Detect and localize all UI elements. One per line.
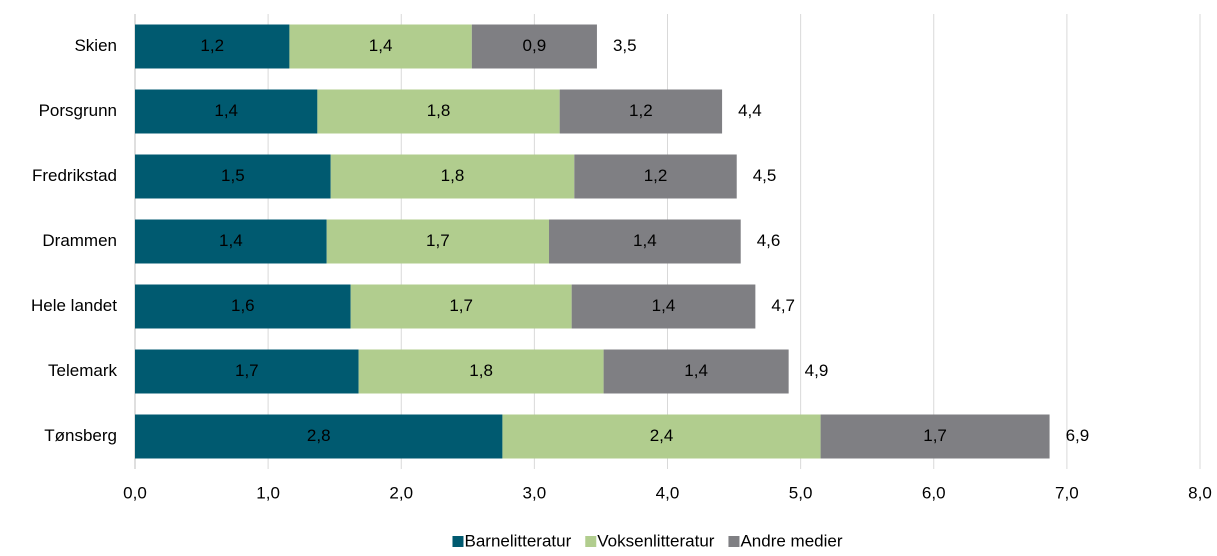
value-label: 1,8: [427, 101, 451, 120]
value-label: 1,4: [633, 231, 657, 250]
legend-label: Barnelitteratur: [464, 531, 571, 550]
value-label: 1,2: [200, 36, 224, 55]
value-label: 2,4: [650, 426, 674, 445]
bar-segment: [135, 154, 331, 199]
total-label: 4,5: [753, 166, 777, 185]
x-tick-label: 7,0: [1055, 483, 1079, 502]
x-tick-label: 5,0: [789, 483, 813, 502]
total-label: 3,5: [613, 36, 637, 55]
value-label: 1,4: [214, 101, 238, 120]
x-tick-label: 2,0: [389, 483, 413, 502]
legend-label: Andre medier: [740, 531, 842, 550]
value-label: 1,4: [652, 296, 676, 315]
value-label: 1,4: [219, 231, 243, 250]
total-label: 4,7: [771, 296, 795, 315]
x-tick-label: 3,0: [523, 483, 547, 502]
bar-segment: [135, 349, 359, 394]
legend-swatch: [728, 536, 740, 547]
bar-segment: [502, 414, 821, 459]
y-tick-label: Telemark: [48, 361, 117, 380]
legend-label: Voksenlitteratur: [597, 531, 715, 550]
legend-swatch: [452, 536, 464, 547]
x-tick-label: 4,0: [656, 483, 680, 502]
total-label: 4,6: [757, 231, 781, 250]
bar-segment: [135, 89, 318, 134]
bar-segment: [135, 24, 290, 69]
bar-segment: [317, 89, 560, 134]
value-label: 0,9: [523, 36, 547, 55]
bar-segment: [471, 24, 597, 69]
bar-segment: [326, 219, 550, 264]
bar-segment: [574, 154, 737, 199]
bar-segment: [135, 284, 351, 329]
bar-segment: [350, 284, 572, 329]
y-tick-label: Tønsberg: [44, 426, 117, 445]
bar-segment: [135, 414, 503, 459]
legend-swatch: [585, 536, 597, 547]
bar-segment: [549, 219, 741, 264]
y-tick-label: Drammen: [42, 231, 117, 250]
value-label: 1,8: [469, 361, 493, 380]
total-label: 4,9: [805, 361, 829, 380]
y-tick-label: Hele landet: [31, 296, 117, 315]
value-label: 1,7: [426, 231, 450, 250]
bar-segment: [559, 89, 723, 134]
x-tick-label: 8,0: [1188, 483, 1212, 502]
value-label: 1,2: [644, 166, 668, 185]
x-tick-label: 6,0: [922, 483, 946, 502]
value-label: 1,8: [441, 166, 465, 185]
total-label: 6,9: [1066, 426, 1090, 445]
value-label: 1,2: [629, 101, 653, 120]
value-label: 2,8: [307, 426, 331, 445]
bar-segment: [603, 349, 789, 394]
bar-segment: [820, 414, 1050, 459]
x-tick-label: 1,0: [256, 483, 280, 502]
value-label: 1,4: [369, 36, 393, 55]
value-label: 1,7: [449, 296, 473, 315]
total-label: 4,4: [738, 101, 762, 120]
y-tick-label: Fredrikstad: [32, 166, 117, 185]
bar-segment: [358, 349, 604, 394]
value-label: 1,7: [235, 361, 259, 380]
bar-segment: [571, 284, 756, 329]
y-tick-label: Porsgrunn: [39, 101, 117, 120]
bar-segment: [289, 24, 472, 69]
y-tick-label: Skien: [74, 36, 117, 55]
value-label: 1,6: [231, 296, 255, 315]
bar-segment: [330, 154, 575, 199]
bar-segment: [135, 219, 327, 264]
value-label: 1,7: [923, 426, 947, 445]
x-tick-label: 0,0: [123, 483, 147, 502]
value-label: 1,4: [684, 361, 708, 380]
value-label: 1,5: [221, 166, 245, 185]
